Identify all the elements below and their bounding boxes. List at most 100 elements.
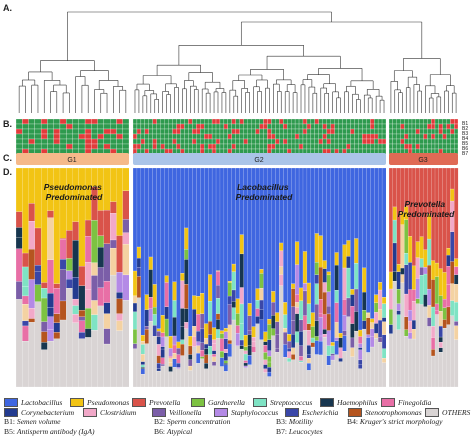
bar-segment-prevotella <box>53 283 61 289</box>
bar-segment-pseudomonas <box>188 336 193 347</box>
bar-segment-others <box>330 359 335 388</box>
bar-segment-clostridium <box>84 289 92 309</box>
bar-segment-others <box>396 329 401 388</box>
bar-segment-lactobacillus <box>223 167 229 329</box>
bar-segment-lactobacillus <box>144 167 150 295</box>
heatmap-cell <box>415 143 420 150</box>
group-g1-bar <box>16 153 129 165</box>
heatmap-cell <box>140 143 145 150</box>
bar-segment-veillonella <box>287 341 292 349</box>
bar-segment-others <box>411 338 417 388</box>
bar-segment-rhodanobacter <box>400 274 405 283</box>
bar-segment-finegoldia <box>446 284 451 308</box>
heatmap-cell <box>291 133 296 140</box>
heatmap-cell <box>338 133 343 140</box>
heatmap-cell <box>204 118 209 125</box>
heatmap-cell <box>97 123 105 130</box>
bar-segment-prevotella <box>442 167 447 273</box>
heatmap-cell <box>275 133 280 140</box>
heatmap-cell <box>267 128 272 135</box>
bar-segment-others <box>219 366 225 388</box>
bar-segment-staphylococcus <box>334 337 339 341</box>
heatmap-cell <box>110 118 117 125</box>
heatmap-cell <box>306 123 312 130</box>
legend-item-veillonella: Veillonella <box>152 407 201 417</box>
bar-segment-others <box>338 361 343 388</box>
heatmap-cell <box>454 123 459 130</box>
bar-segment-stenotrophomonas <box>53 313 61 323</box>
heatmap-cell <box>322 128 327 135</box>
heatmap-cell <box>334 138 339 145</box>
heatmap-cell <box>47 143 54 150</box>
bar-segment-streptococcus <box>243 353 248 361</box>
bar-segment-clostridium <box>192 336 197 347</box>
bar-segment-others <box>263 372 268 388</box>
bar-segment-staphylococcus <box>172 335 177 346</box>
bar-segment-clostridium <box>180 280 185 309</box>
parameter-legend-row-1: B1: Semen volume B2: Sperm concentration… <box>4 417 470 427</box>
bar-segment-clostridium <box>28 308 36 319</box>
bar-segment-clostridium <box>279 274 284 286</box>
bar-segment-veillonella <box>227 304 233 326</box>
heatmap-cell <box>354 128 359 135</box>
heatmap-cell <box>354 143 359 150</box>
bar-segment-streptococcus <box>450 300 455 316</box>
swatch-clostridium <box>83 407 97 417</box>
heatmap-cell <box>103 143 111 150</box>
bar-segment-others <box>442 327 447 388</box>
bar-segment-pseudomonas <box>415 241 420 258</box>
heatmap-cell <box>396 143 401 150</box>
heatmap-cell <box>192 128 197 135</box>
bar-segment-streptococcus <box>231 307 237 321</box>
heatmap-row-labels: B1 B2 B3 B4 B5 B6 B7 <box>462 121 468 157</box>
bar-segment-lactobacillus <box>227 167 233 282</box>
bar-segment-streptococcus <box>423 273 428 295</box>
heatmap-cell <box>97 128 105 135</box>
bar-segment-gardnerella <box>310 326 316 339</box>
bar-segment-finegoldia <box>172 344 177 354</box>
heatmap-cell <box>132 138 138 145</box>
bar-segment-rhodanobacter <box>116 320 123 331</box>
bar-segment-finegoldia <box>251 346 256 353</box>
heatmap-cell <box>97 118 105 125</box>
heatmap-cell <box>314 143 319 150</box>
heatmap-cell <box>362 118 367 125</box>
bar-segment-escherichia <box>136 267 142 277</box>
bar-segment-others <box>72 322 80 388</box>
bar-segment-lactobacillus <box>231 167 237 265</box>
heatmap-cell <box>450 118 455 125</box>
bar-segment-corynebacterium <box>322 268 327 283</box>
bar-segment-pseudomonas <box>15 167 23 212</box>
heatmap-cell <box>22 133 29 140</box>
bar-segment-streptococcus <box>41 288 48 299</box>
bar-segment-lactobacillus <box>156 167 161 329</box>
bar-segment-pseudomonas <box>454 258 459 267</box>
bar-segment-prevotella <box>454 167 459 259</box>
bar-segment-others <box>59 319 67 388</box>
legend-label: Gardnerella <box>208 397 245 407</box>
heatmap-cell <box>294 128 300 135</box>
heatmap-cell <box>148 128 153 135</box>
heatmap-cell <box>247 118 252 125</box>
bar-segment-pseudomonas <box>446 248 451 256</box>
heatmap-cell <box>144 133 149 140</box>
bar-segment-rhodanobacter <box>140 340 146 345</box>
heatmap-cell <box>219 123 225 130</box>
g1-pred-line2: Predominated <box>46 192 103 202</box>
heatmap-cell <box>431 133 436 140</box>
bar-segment-lactobacillus <box>306 363 312 371</box>
heatmap-cell <box>148 143 153 150</box>
b5-label: Antisperm antibody (IgA) <box>16 427 95 436</box>
bar-segment-stenotrophomonas <box>291 354 296 360</box>
bar-segment-escherichia <box>156 363 161 369</box>
bar-segment-prevotella <box>388 167 394 273</box>
heatmap-cell <box>200 143 205 150</box>
heatmap-cell <box>53 143 61 150</box>
bar-segment-pseudomonas <box>168 336 173 349</box>
heatmap-cell <box>423 143 428 150</box>
bar-segment-finegoldia <box>334 302 339 323</box>
heatmap-cell <box>294 123 300 130</box>
heatmap-cell <box>200 128 205 135</box>
heatmap-cell <box>211 138 217 145</box>
bar-segment-others <box>215 338 221 388</box>
